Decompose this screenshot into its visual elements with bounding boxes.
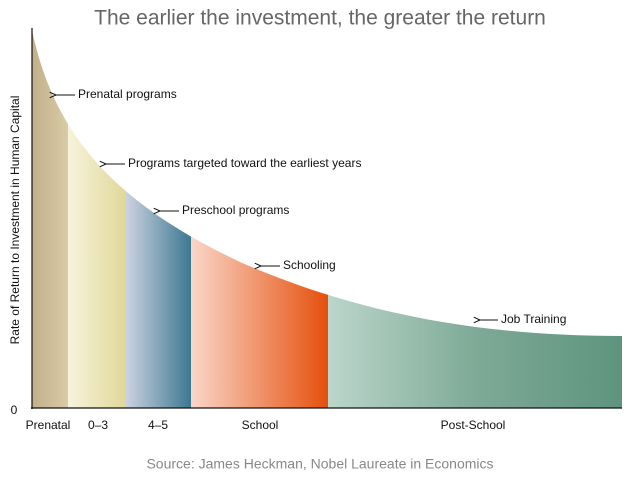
stage-label: Prenatal	[26, 418, 71, 432]
stage-label: School	[242, 418, 279, 432]
annotation: Schooling	[283, 258, 336, 272]
y-axis-label: Rate of Return to Investment in Human Ca…	[8, 96, 22, 345]
annotation: Programs targeted toward the earliest ye…	[128, 156, 361, 170]
zero-label: 0	[11, 403, 18, 417]
annotation: Preschool programs	[182, 203, 289, 217]
annotation: Prenatal programs	[78, 87, 177, 101]
source: Source: James Heckman, Nobel Laureate in…	[146, 456, 493, 472]
stage-label: Post-School	[441, 418, 506, 432]
stage-label: 0–3	[88, 418, 108, 432]
title: The earlier the investment, the greater …	[94, 7, 546, 30]
annotation: Job Training	[501, 312, 566, 326]
arrows	[56, 95, 498, 320]
stage-labels: Prenatal 0–3 4–5 School Post-School	[26, 418, 506, 432]
curve-area	[32, 30, 622, 408]
stage-label: 4–5	[148, 418, 168, 432]
